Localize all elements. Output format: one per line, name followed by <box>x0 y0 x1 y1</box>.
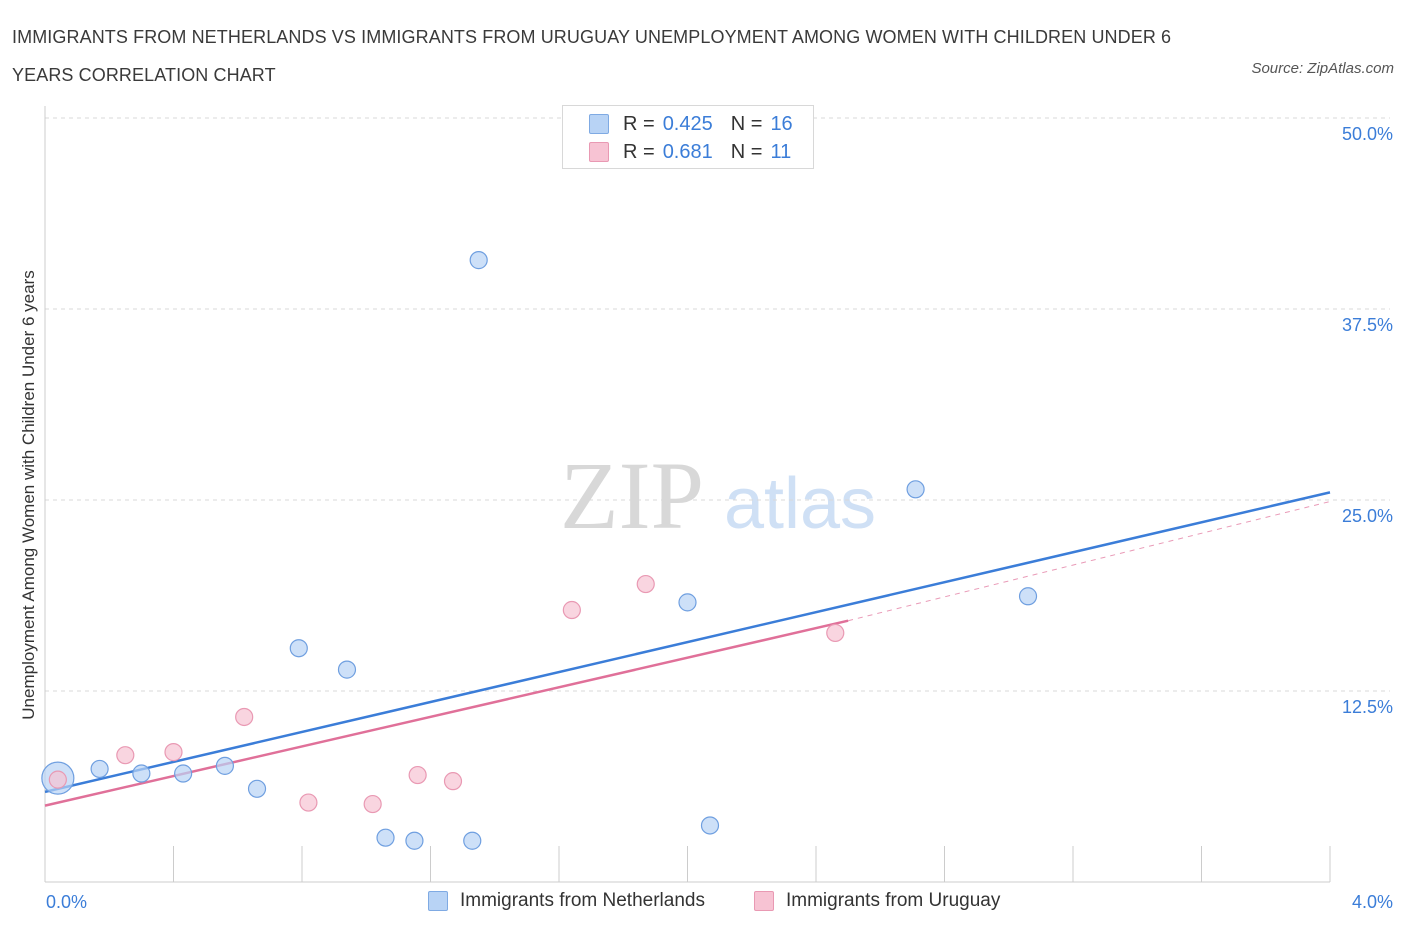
netherlands-point <box>132 764 151 783</box>
uruguay-swatch <box>589 142 609 162</box>
legend-row-uruguay: R = 0.681 N = 11 <box>589 139 791 165</box>
axes <box>44 106 1331 883</box>
x-tick-label-max: 4.0% <box>1352 892 1393 912</box>
netherlands-point <box>376 828 395 847</box>
uruguay-point <box>363 794 382 814</box>
netherlands-point <box>337 660 357 679</box>
x-tick-label-min: 0.0% <box>46 892 87 912</box>
bottom-legend-uruguay: Immigrants from Uruguay <box>754 888 1000 914</box>
uruguay-point <box>826 623 845 643</box>
y-tick-label: 37.5% <box>1342 315 1393 335</box>
y-axis-label: Unemployment Among Women with Children U… <box>19 270 38 719</box>
y-tick-label: 25.0% <box>1342 506 1393 526</box>
data-points <box>41 251 1038 850</box>
n-value: 16 <box>770 112 793 135</box>
n-value: 11 <box>770 140 792 163</box>
netherlands-point <box>174 764 193 783</box>
r-label: R = <box>623 140 655 163</box>
netherlands-point <box>469 251 488 270</box>
r-value: 0.681 <box>662 140 713 163</box>
uruguay-point <box>235 707 254 727</box>
uruguay-swatch <box>754 891 774 911</box>
n-label: N = <box>730 140 763 163</box>
legend-label-uruguay: Immigrants from Uruguay <box>786 890 1001 911</box>
uruguay-point <box>48 770 67 789</box>
bottom-legend-netherlands: Immigrants from Netherlands <box>428 888 705 914</box>
y-tick-label: 12.5% <box>1342 697 1393 717</box>
uruguay-trend-extension <box>848 501 1331 622</box>
watermark-atlas: atlas <box>724 464 876 544</box>
netherlands-point <box>700 816 720 835</box>
uruguay-point <box>408 765 427 785</box>
uruguay-point <box>164 743 183 762</box>
netherlands-point <box>463 831 482 850</box>
r-value: 0.425 <box>662 112 713 135</box>
uruguay-point <box>116 746 135 765</box>
netherlands-point <box>289 639 308 658</box>
grid-lines <box>45 117 1390 692</box>
netherlands-swatch <box>428 891 448 911</box>
netherlands-point <box>678 593 697 612</box>
netherlands-point <box>1018 587 1038 606</box>
r-label: R = <box>623 112 655 135</box>
uruguay-point <box>562 600 581 620</box>
tick-labels: 12.5% 25.0% 37.5% 50.0% 0.0% 4.0% <box>46 124 1393 912</box>
netherlands-swatch <box>589 114 609 134</box>
netherlands-point <box>405 831 424 850</box>
uruguay-point <box>443 772 463 791</box>
legend-row-netherlands: R = 0.425 N = 16 <box>589 111 793 137</box>
netherlands-point <box>215 756 234 775</box>
chart-title: IMMIGRANTS FROM NETHERLANDS VS IMMIGRANT… <box>12 27 1172 85</box>
netherlands-point <box>247 779 267 798</box>
y-tick-label: 50.0% <box>1342 124 1393 144</box>
netherlands-point <box>90 759 109 779</box>
netherlands-trend-line <box>44 491 1331 794</box>
source-label: Source: ZipAtlas.com <box>1251 60 1394 77</box>
legend-label-netherlands: Immigrants from Netherlands <box>460 890 705 911</box>
correlation-legend: R = 0.425 N = 16 R = 0.681 N = 11 <box>562 105 814 169</box>
watermark-zip: ZIP <box>560 442 704 549</box>
n-label: N = <box>730 112 763 135</box>
netherlands-point <box>906 480 925 499</box>
uruguay-point <box>299 793 318 812</box>
uruguay-point <box>636 574 655 594</box>
